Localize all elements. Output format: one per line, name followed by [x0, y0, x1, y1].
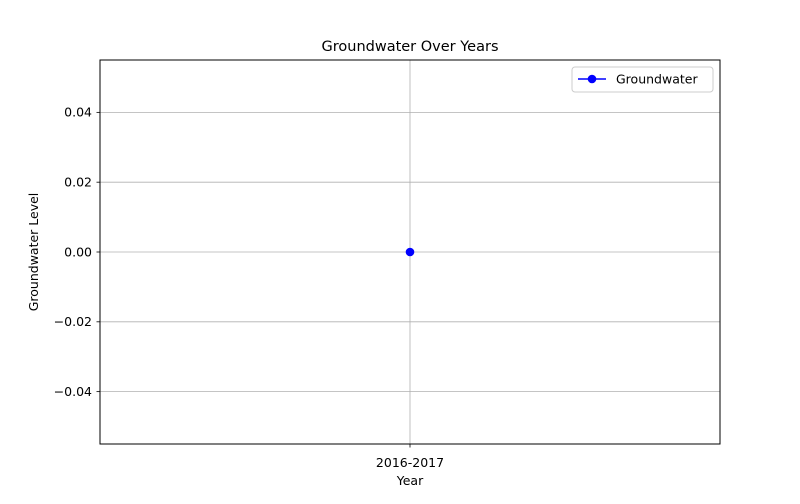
- x-axis-label: Year: [396, 473, 424, 488]
- y-tick-label: −0.04: [54, 384, 92, 399]
- legend-box: [571, 66, 714, 93]
- y-axis-ticks: −0.04 −0.02 0.00 0.02 0.04: [54, 105, 100, 399]
- y-tick-label: 0.04: [64, 105, 92, 120]
- x-tick-label: 2016-2017: [376, 455, 444, 470]
- chart-title: Groundwater Over Years: [322, 39, 499, 55]
- series-layer: [405, 247, 415, 257]
- legend-marker-sample: [587, 74, 597, 84]
- legend: Groundwater: [571, 66, 714, 93]
- y-tick-label: 0.02: [64, 174, 92, 189]
- legend-label: Groundwater: [616, 72, 698, 87]
- x-axis-ticks: 2016-2017: [376, 444, 444, 470]
- y-tick-label: 0.00: [64, 244, 92, 259]
- y-tick-label: −0.02: [54, 314, 92, 329]
- y-axis-label: Groundwater Level: [26, 193, 41, 312]
- data-point: [405, 247, 415, 257]
